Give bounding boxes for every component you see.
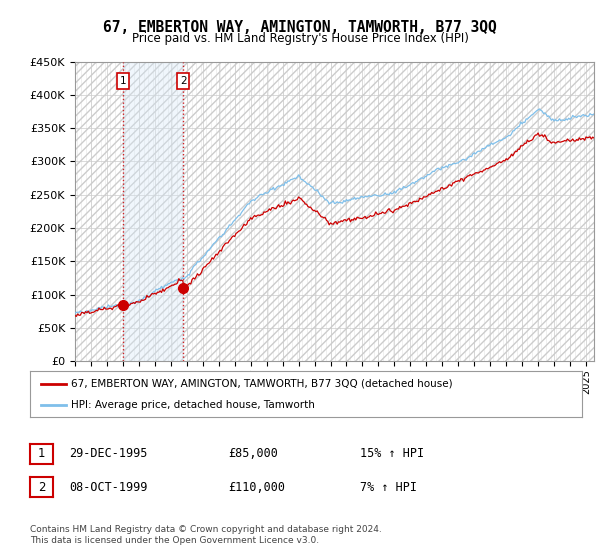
Text: £85,000: £85,000	[228, 447, 278, 460]
Text: Contains HM Land Registry data © Crown copyright and database right 2024.
This d: Contains HM Land Registry data © Crown c…	[30, 525, 382, 545]
Text: 15% ↑ HPI: 15% ↑ HPI	[360, 447, 424, 460]
Text: 29-DEC-1995: 29-DEC-1995	[69, 447, 148, 460]
Text: £110,000: £110,000	[228, 480, 285, 494]
Text: HPI: Average price, detached house, Tamworth: HPI: Average price, detached house, Tamw…	[71, 400, 315, 410]
Text: 08-OCT-1999: 08-OCT-1999	[69, 480, 148, 494]
Text: 67, EMBERTON WAY, AMINGTON, TAMWORTH, B77 3QQ (detached house): 67, EMBERTON WAY, AMINGTON, TAMWORTH, B7…	[71, 379, 453, 389]
Text: 1: 1	[38, 447, 45, 460]
Text: 7% ↑ HPI: 7% ↑ HPI	[360, 480, 417, 494]
Text: 1: 1	[119, 76, 126, 86]
Text: Price paid vs. HM Land Registry's House Price Index (HPI): Price paid vs. HM Land Registry's House …	[131, 32, 469, 45]
Text: 2: 2	[180, 76, 187, 86]
Text: 2: 2	[38, 480, 45, 494]
Bar	[123, 62, 183, 361]
Text: 67, EMBERTON WAY, AMINGTON, TAMWORTH, B77 3QQ: 67, EMBERTON WAY, AMINGTON, TAMWORTH, B7…	[103, 20, 497, 35]
